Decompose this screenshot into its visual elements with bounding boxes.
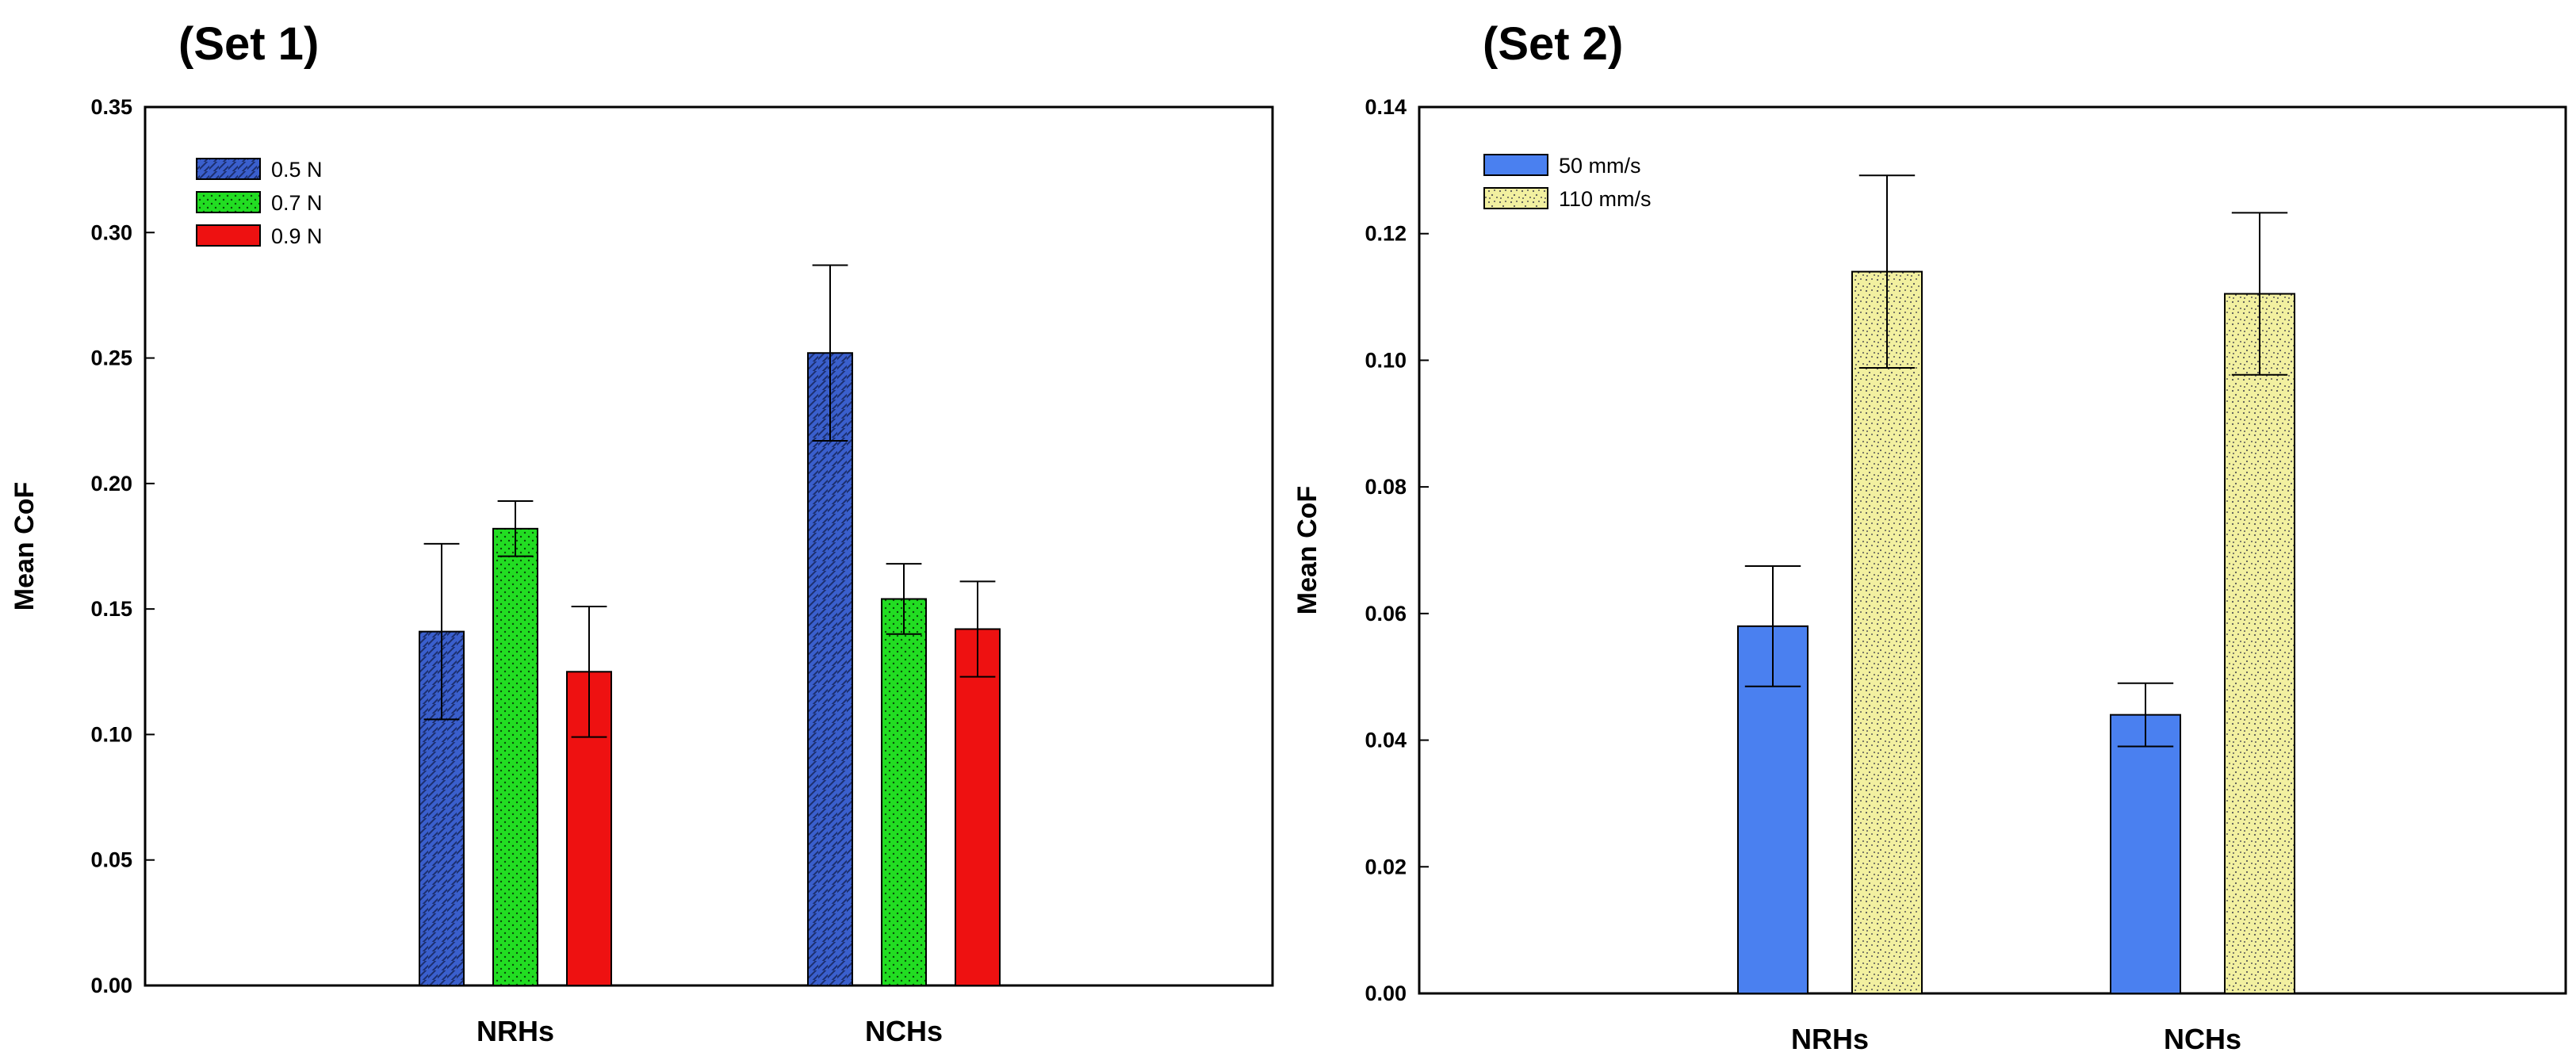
y-tick-label: 0.20 [90,472,132,496]
chart-set-1: (Set 1) 0.00 0.05 0.10 0.15 0.20 0.25 0.30 0.35 M… [10,18,1274,1047]
legend-label: 50 mm/s [1559,154,1641,178]
y-tick-label: 0.30 [90,220,132,244]
legend-label: 0.7 N [271,191,323,215]
bar-0-5-n-nchs [807,352,853,986]
y-tick-label: 0.08 [1365,475,1407,499]
bar-0-5-n-nrhs [419,630,465,986]
x-category-label: NRHs [1791,1023,1869,1055]
bar-50-mm-s-nrhs [1737,625,1809,994]
error-bar [497,500,534,557]
error-bar [1744,564,1801,687]
y-tick-label: 0.04 [1365,729,1407,752]
y-tick-label: 0.15 [90,597,132,621]
error-bar [423,542,460,721]
chart-title: (Set 2) [1483,18,1623,70]
y-tick-label: 0.12 [1365,222,1407,246]
bar-0-9-n-nchs [955,628,1001,986]
y-tick-label: 0.06 [1365,602,1407,626]
legend-swatch [196,191,261,213]
legend-label: 0.9 N [271,224,323,248]
bar-50-mm-s-nchs [2110,714,2181,995]
error-bar [812,264,848,442]
legend: 50 mm/s 110 mm/s [1483,154,1652,211]
error-bar [959,580,996,678]
legend-swatch [1483,187,1548,209]
x-category-label: NCHs [865,1015,943,1047]
x-category-label: NCHs [2164,1023,2241,1055]
bar-110-mm-s-nrhs [1851,270,1923,994]
y-tick-label: 0.10 [1365,348,1407,372]
error-bar [571,605,607,738]
chart-set-2: (Set 2) 0.00 0.02 0.04 0.06 0.08 0.10 0.12 0.14 M… [1292,18,2567,1055]
y-tick-label: 0.35 [90,95,132,119]
error-bar [2117,682,2174,748]
y-tick-label: 0.00 [1365,982,1407,1005]
y-tick-label: 0.02 [1365,855,1407,878]
legend-label: 110 mm/s [1559,187,1652,211]
y-tick-label: 0.25 [90,346,132,370]
chart-title: (Set 1) [178,18,319,70]
bar-0-7-n-nrhs [492,527,538,986]
y-tick-label: 0.05 [90,848,132,872]
y-tick-label: 0.14 [1365,95,1407,119]
plot-frame [144,105,1274,987]
legend-swatch [196,158,261,180]
bar-110-mm-s-nchs [2224,293,2295,995]
x-category-label: NRHs [477,1015,554,1047]
error-bar [886,563,922,635]
error-bar [1858,174,1916,369]
y-tick-label: 0.10 [90,722,132,746]
y-tick-label: 0.00 [90,974,132,997]
plot-frame [1418,105,2567,995]
legend-swatch [1483,154,1548,176]
bar-0-7-n-nchs [881,598,927,986]
legend-label: 0.5 N [271,158,323,182]
legend: 0.5 N 0.7 N 0.9 N [196,158,323,248]
y-axis-label: Mean CoF [1292,486,1322,614]
y-axis-label: Mean CoF [10,482,40,610]
error-bar [2231,212,2288,376]
legend-swatch [196,224,261,247]
